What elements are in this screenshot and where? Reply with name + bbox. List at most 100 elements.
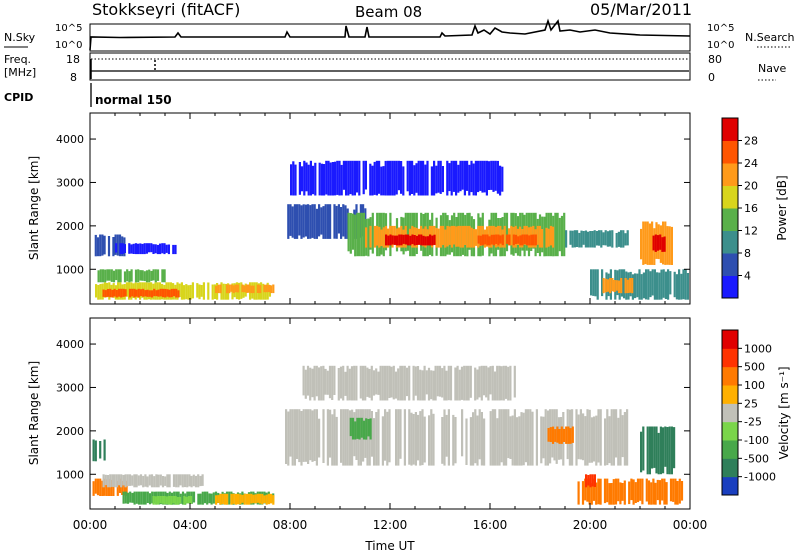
- power-panel: 1000 2000 3000 4000 Slant Range [km]: [27, 112, 691, 305]
- freq-label-line2: [MHz]: [4, 66, 36, 79]
- time-tick-label: 00:00: [73, 518, 108, 532]
- power-region-16: [602, 278, 634, 294]
- velocity-colorbar-swatch: [722, 476, 738, 496]
- power-colorbar: 4 8 12 16 20 24 28 Power [dB]: [721, 117, 789, 299]
- velocity-colorbar-swatch: [722, 330, 738, 349]
- velocity-colorbar-swatch: [722, 421, 738, 441]
- velocity-colorbar-tick-label: -1000: [744, 471, 776, 484]
- power-region-10: [477, 234, 537, 246]
- velocity-region-10: [640, 426, 676, 475]
- power-colorbar-label: Power [dB]: [775, 175, 789, 240]
- velocity-colorbar-tick-label: 100: [744, 379, 765, 392]
- nave-label: Nave: [758, 62, 786, 75]
- time-tick-label: 08:00: [273, 518, 308, 532]
- power-colorbar-tick-label: 28: [744, 135, 758, 148]
- velocity-colorbar-tick-label: -500: [744, 452, 769, 465]
- time-tick-label: 00:00: [673, 518, 708, 532]
- velocity-region-8: [349, 417, 372, 440]
- velocity-colorbar-swatch: [722, 458, 738, 478]
- velocity-colorbar-swatch: [722, 385, 738, 404]
- power-colorbar-tick-label: 16: [744, 202, 758, 215]
- power-region-3: [102, 288, 180, 298]
- velocity-panel: 1000 2000 3000 4000 00:00 04:00 08:00 12:00 16:…: [27, 317, 708, 553]
- power-y-axis-label: Slant Range [km]: [27, 156, 41, 260]
- power-colorbar-swatch: [722, 118, 738, 141]
- velocity-colorbar-tick-label: -25: [744, 416, 762, 429]
- time-tick-label: 16:00: [473, 518, 508, 532]
- noise-right-label: N.Search: [745, 31, 795, 44]
- power-y-ticks: 1000 2000 3000 4000: [56, 133, 690, 276]
- power-region-4: [215, 284, 275, 294]
- beam-title: Beam 08: [355, 3, 422, 21]
- power-region-12: [565, 230, 629, 248]
- noise-tick-top-right: 10^5: [707, 23, 734, 34]
- velocity-y-tick-label: 1000: [56, 468, 84, 481]
- time-tick-label: 04:00: [173, 518, 208, 532]
- velocity-x-ticks: 00:00 04:00 08:00 12:00 16:00 20:00 00:00: [73, 318, 708, 532]
- velocity-region-4: [215, 493, 275, 505]
- power-region-9: [385, 234, 436, 246]
- power-colorbar-swatch: [722, 185, 738, 209]
- velocity-region-9: [547, 426, 574, 444]
- velocity-region-0: [92, 439, 106, 462]
- velocity-colorbar-label: Velocity [m s⁻¹]: [777, 366, 791, 459]
- velocity-region-11: [577, 478, 684, 505]
- power-colorbar-tick-label: 8: [744, 247, 751, 260]
- power-region-14: [652, 234, 666, 252]
- power-y-tick-label: 4000: [56, 133, 84, 146]
- freq-label-line1: Freq.: [4, 53, 31, 66]
- velocity-region-1: [92, 478, 128, 496]
- noise-left-label: N.Sky: [4, 31, 36, 44]
- velocity-colorbar-swatch: [722, 348, 738, 368]
- velocity-y-tick-label: 4000: [56, 338, 84, 351]
- power-data-layer: [94, 160, 689, 300]
- velocity-colorbar-swatch: [722, 403, 738, 423]
- velocity-colorbar-swatch: [722, 366, 738, 386]
- power-x-ticks: [89, 113, 691, 304]
- noise-tick-bottom-left: 10^0: [55, 40, 82, 51]
- nave-tick-top: 80: [708, 53, 722, 66]
- time-tick-label: 12:00: [373, 518, 408, 532]
- velocity-y-tick-label: 3000: [56, 381, 84, 394]
- power-colorbar-tick-label: 24: [744, 157, 758, 170]
- power-colorbar-swatch: [722, 275, 738, 299]
- power-colorbar-swatch: [722, 140, 738, 164]
- velocity-data-layer: [92, 365, 684, 505]
- freq-tick-top: 18: [66, 53, 80, 66]
- noise-tick-top-left: 10^5: [55, 23, 82, 34]
- noise-line: [89, 18, 691, 51]
- nave-tick-bottom: 0: [708, 71, 715, 84]
- velocity-region-5: [102, 474, 204, 488]
- power-y-tick-label: 3000: [56, 176, 84, 189]
- velocity-colorbar-tick-label: 1000: [744, 342, 772, 355]
- power-region-5: [97, 269, 166, 283]
- velocity-y-tick-label: 2000: [56, 425, 84, 438]
- time-axis-label: Time UT: [364, 539, 415, 553]
- noise-tick-bottom-right: 10^0: [707, 40, 734, 51]
- freq-tick-bottom: 8: [70, 71, 77, 84]
- time-tick-label: 20:00: [573, 518, 608, 532]
- velocity-region-7: [302, 365, 516, 401]
- power-colorbar-swatch: [722, 163, 738, 186]
- power-region-1: [115, 243, 177, 255]
- velocity-colorbar: 1000 500 100 25 -25 -100 -500 -1000 Velocity [m…: [721, 329, 791, 496]
- power-y-tick-label: 2000: [56, 220, 84, 233]
- velocity-colorbar-swatch: [722, 440, 738, 459]
- velocity-region-3: [152, 496, 193, 505]
- velocity-y-ticks: 1000 2000 3000 4000: [56, 338, 690, 481]
- noise-panel: N.Sky 10^5 10^0 10^5 10^0 N.Search: [4, 18, 795, 52]
- velocity-region-12: [585, 474, 596, 488]
- velocity-region-6: [285, 409, 629, 466]
- power-colorbar-tick-label: 12: [744, 225, 758, 238]
- station-title: Stokkseyri (fitACF): [92, 0, 240, 19]
- power-colorbar-swatch: [722, 208, 738, 231]
- velocity-colorbar-tick-label: 500: [744, 361, 765, 374]
- cpid-row: CPID normal 150: [4, 83, 172, 107]
- date-title: 05/Mar/2011: [590, 0, 692, 19]
- velocity-colorbar-tick-label: -100: [744, 434, 769, 447]
- freq-panel: Freq. [MHz] 18 8 80 0 Nave: [4, 52, 786, 84]
- power-colorbar-swatch: [722, 253, 738, 276]
- power-y-tick-label: 1000: [56, 263, 84, 276]
- cpid-label: CPID: [4, 91, 33, 104]
